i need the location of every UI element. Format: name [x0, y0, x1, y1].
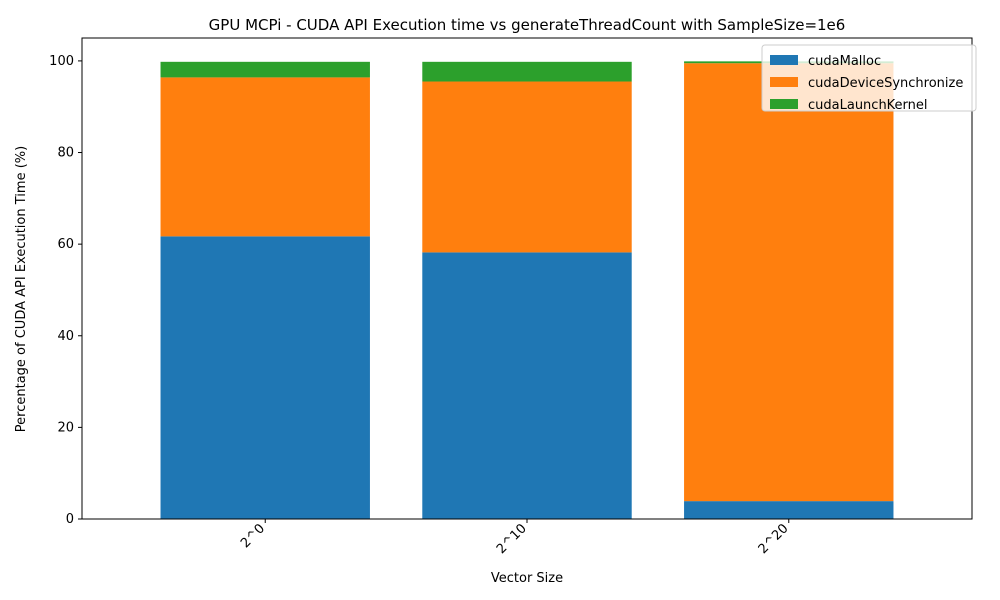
legend-label-cudaDeviceSynchronize: cudaDeviceSynchronize — [808, 76, 963, 91]
y-tick-label: 100 — [49, 54, 74, 69]
bar-cudaDeviceSynchronize-2 — [684, 63, 894, 502]
bar-cudaDeviceSynchronize-0 — [160, 77, 370, 237]
bar-cudaLaunchKernel-0 — [160, 61, 370, 78]
legend-box — [761, 44, 977, 112]
bar-cudaMalloc-0 — [160, 236, 370, 520]
y-tick-label: 20 — [57, 420, 74, 435]
bar-cudaMalloc-1 — [422, 252, 632, 520]
x-tick-label: 2^20 — [756, 521, 792, 557]
bar-cudaDeviceSynchronize-1 — [422, 81, 632, 253]
y-tick-label: 0 — [66, 512, 74, 527]
legend-swatch-cudaDeviceSynchronize — [770, 77, 798, 87]
legend: cudaMalloc cudaDeviceSynchronize cudaLaunc… — [761, 44, 977, 113]
bar-cudaMalloc-2 — [684, 501, 894, 519]
legend-label-cudaLaunchKernel: cudaLaunchKernel — [808, 98, 928, 113]
x-tick-label: 2^0 — [238, 521, 268, 551]
legend-swatch-cudaLaunchKernel — [770, 99, 798, 109]
y-tick-label: 60 — [57, 237, 74, 252]
y-tick-label: 40 — [57, 329, 74, 344]
y-axis-label: Percentage of CUDA API Execution Time (%… — [14, 146, 29, 432]
chart-title: GPU MCPi - CUDA API Execution time vs ge… — [209, 16, 846, 34]
bar-cudaLaunchKernel-1 — [422, 61, 632, 82]
legend-swatch-cudaMalloc — [770, 55, 798, 65]
bars-layer — [160, 61, 894, 520]
legend-label-cudaMalloc: cudaMalloc — [808, 54, 881, 69]
x-axis-label: Vector Size — [491, 571, 563, 586]
x-tick-label: 2^10 — [494, 521, 530, 557]
y-tick-label: 80 — [57, 146, 74, 161]
